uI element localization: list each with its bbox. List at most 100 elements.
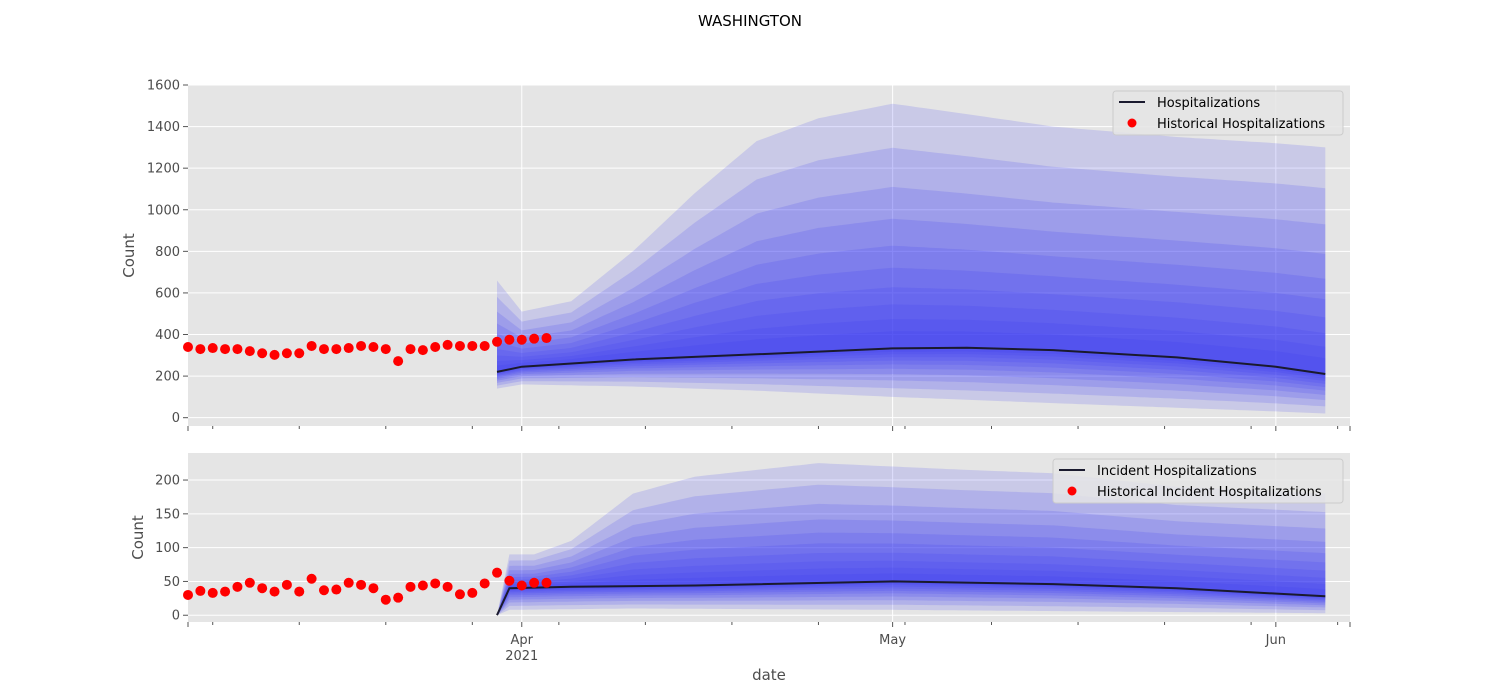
y-axis-label: Count — [129, 515, 147, 560]
legend: Incident Hospitalizations Historical Inci… — [1052, 458, 1344, 504]
historical-point — [393, 592, 404, 603]
historical-point — [331, 344, 342, 355]
historical-point — [195, 585, 206, 596]
legend-label: Historical Hospitalizations — [1157, 117, 1325, 132]
historical-point — [454, 589, 465, 600]
historical-point — [442, 581, 453, 592]
historical-point — [318, 585, 329, 596]
historical-point — [294, 348, 305, 359]
historical-point — [331, 584, 342, 595]
historical-point — [516, 334, 527, 345]
prediction-band-4 — [497, 519, 1326, 616]
historical-point — [368, 341, 379, 352]
historical-point — [479, 578, 490, 589]
y-tick-label: 1400 — [147, 120, 180, 135]
legend-box — [1052, 458, 1344, 504]
legend-box — [1112, 90, 1344, 136]
historical-point — [257, 583, 268, 594]
historical-point — [356, 579, 367, 590]
historical-point — [380, 594, 391, 605]
historical-point — [318, 344, 329, 355]
y-tick-label: 1000 — [147, 203, 180, 218]
historical-point — [343, 577, 354, 588]
historical-point — [380, 344, 391, 355]
hospitalizations-panel: 0 200 400 600 800 1000 1200 1400 1600 Count Hospit… — [120, 79, 1351, 431]
x-tick-label: May — [879, 633, 906, 648]
historical-point — [430, 341, 441, 352]
historical-point — [454, 340, 465, 351]
y-tick-label: 800 — [155, 245, 180, 260]
historical-point — [269, 586, 280, 597]
y-tick-label: 400 — [155, 328, 180, 343]
historical-point — [541, 333, 552, 344]
prediction-band-5 — [497, 532, 1326, 616]
plot-area — [188, 85, 1350, 426]
historical-point — [356, 340, 367, 351]
historical-point — [504, 334, 515, 345]
prediction-band-2 — [497, 484, 1326, 616]
y-tick-label: 50 — [163, 575, 180, 590]
legend-label: Hospitalizations — [1157, 96, 1260, 111]
historical-point — [442, 339, 453, 350]
historical-point — [516, 580, 527, 591]
prediction-band-8 — [497, 560, 1326, 616]
historical-point — [504, 575, 515, 586]
historical-point — [492, 336, 503, 347]
legend-label: Incident Hospitalizations — [1097, 464, 1257, 479]
x-tick-label: Apr — [511, 633, 534, 648]
historical-point — [430, 578, 441, 589]
historical-point — [294, 586, 305, 597]
prediction-band-9 — [497, 567, 1326, 616]
prediction-band-10 — [497, 331, 1326, 377]
historical-point — [541, 577, 552, 588]
historical-point — [281, 579, 292, 590]
historical-point — [417, 345, 428, 356]
historical-point — [479, 340, 490, 351]
historical-point — [207, 587, 218, 598]
historical-point — [467, 340, 478, 351]
historical-point — [269, 349, 280, 360]
historical-point — [244, 577, 255, 588]
y-tick-label: 1200 — [147, 162, 180, 177]
y-tick-label: 1600 — [147, 79, 180, 94]
y-tick-label: 100 — [155, 541, 180, 556]
y-axis-label: Count — [120, 233, 138, 278]
historical-point — [207, 343, 218, 354]
prediction-band-6 — [497, 543, 1326, 616]
x-tick-label: Jun — [1265, 633, 1286, 648]
prediction-band-10 — [497, 573, 1326, 616]
figure-title: WASHINGTON — [698, 12, 802, 30]
prediction-band-4 — [497, 218, 1326, 395]
historical-point — [232, 344, 243, 355]
historical-point — [183, 589, 193, 600]
y-tick-label: 150 — [155, 507, 180, 522]
historical-point — [492, 567, 503, 578]
historical-point — [467, 587, 478, 598]
historical-point — [183, 341, 193, 352]
y-tick-label: 200 — [155, 474, 180, 489]
historical-point — [306, 340, 317, 351]
historical-point — [281, 348, 292, 359]
historical-point — [195, 344, 206, 355]
historical-point — [529, 577, 540, 588]
historical-point — [368, 583, 379, 594]
historical-point — [417, 580, 428, 591]
prediction-band-3 — [497, 186, 1326, 401]
legend-dot-marker — [1127, 118, 1137, 128]
y-tick-label: 0 — [172, 411, 180, 426]
prediction-band-1 — [497, 103, 1326, 414]
historical-point — [306, 573, 317, 584]
historical-point — [232, 581, 243, 592]
y-tick-label: 600 — [155, 286, 180, 301]
historical-point — [393, 356, 404, 367]
historical-point — [257, 348, 268, 359]
historical-point — [220, 344, 231, 355]
median-line — [496, 346, 1326, 375]
historical-point — [405, 581, 416, 592]
y-tick-label: 0 — [172, 609, 180, 624]
x-tick-sublabel: 2021 — [505, 649, 538, 664]
x-axis-label: date — [752, 666, 786, 684]
prediction-band-2 — [497, 147, 1326, 407]
